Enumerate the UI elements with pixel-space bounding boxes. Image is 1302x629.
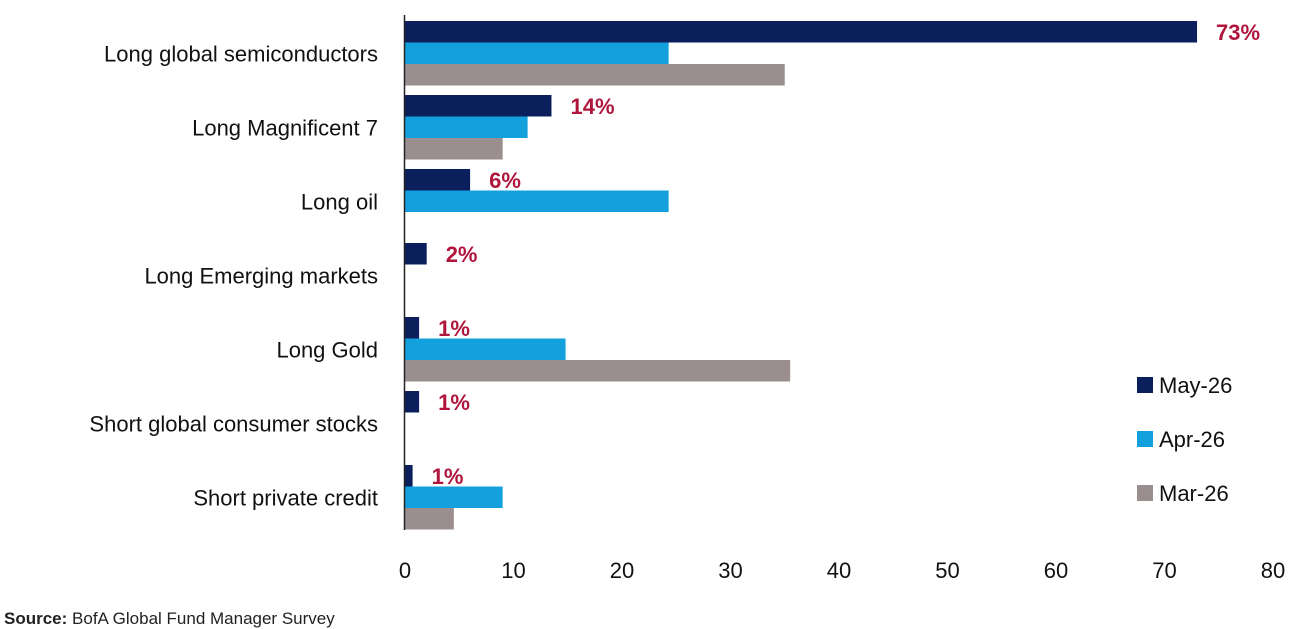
legend-label-mar-26: Mar-26 bbox=[1159, 481, 1229, 506]
bar-may-26-4 bbox=[405, 243, 427, 265]
data-label-7: 1% bbox=[432, 464, 464, 489]
x-tick-0: 0 bbox=[399, 558, 411, 583]
bar-mar-26-7 bbox=[405, 508, 454, 530]
source-note: Source: BofA Global Fund Manager Survey bbox=[4, 609, 335, 629]
x-tick-20: 20 bbox=[610, 558, 634, 583]
bar-may-26-5 bbox=[405, 317, 420, 339]
x-tick-50: 50 bbox=[935, 558, 959, 583]
data-label-5: 1% bbox=[438, 316, 470, 341]
data-label-2: 14% bbox=[570, 94, 614, 119]
data-label-1: 73% bbox=[1216, 20, 1260, 45]
category-label-4: Long Emerging markets bbox=[144, 263, 378, 288]
bar-may-26-7 bbox=[405, 465, 413, 487]
bar-mar-26-2 bbox=[405, 138, 503, 160]
legend-swatch-apr-26 bbox=[1137, 431, 1153, 447]
x-tick-80: 80 bbox=[1261, 558, 1285, 583]
legend: May-26 Apr-26 Mar-26 bbox=[1137, 373, 1232, 506]
category-label-6: Short global consumer stocks bbox=[89, 411, 378, 436]
bars-layer bbox=[405, 21, 1198, 530]
bar-apr-26-5 bbox=[405, 338, 566, 360]
x-tick-40: 40 bbox=[827, 558, 851, 583]
category-labels: Long global semiconductors Long Magnifice… bbox=[89, 41, 378, 510]
category-label-2: Long Magnificent 7 bbox=[192, 115, 378, 140]
bar-mar-26-1 bbox=[405, 64, 785, 86]
legend-swatch-mar-26 bbox=[1137, 485, 1153, 501]
data-label-4: 2% bbox=[446, 242, 478, 267]
bar-may-26-1 bbox=[405, 21, 1198, 43]
bar-apr-26-1 bbox=[405, 42, 669, 64]
x-axis-ticks: 0 10 20 30 40 50 60 70 80 bbox=[399, 558, 1285, 583]
source-prefix: Source: bbox=[4, 609, 68, 628]
bar-may-26-6 bbox=[405, 391, 420, 413]
x-tick-30: 30 bbox=[718, 558, 742, 583]
legend-label-may-26: May-26 bbox=[1159, 373, 1232, 398]
data-labels: 73% 14% 6% 2% 1% 1% 1% bbox=[432, 20, 1261, 489]
legend-label-apr-26: Apr-26 bbox=[1159, 427, 1225, 452]
x-tick-10: 10 bbox=[501, 558, 525, 583]
data-label-3: 6% bbox=[489, 168, 521, 193]
category-label-1: Long global semiconductors bbox=[104, 41, 378, 66]
data-label-6: 1% bbox=[438, 390, 470, 415]
bar-apr-26-2 bbox=[405, 116, 528, 138]
legend-swatch-may-26 bbox=[1137, 377, 1153, 393]
bar-may-26-3 bbox=[405, 169, 471, 191]
category-label-3: Long oil bbox=[301, 189, 378, 214]
category-label-7: Short private credit bbox=[193, 485, 378, 510]
x-tick-70: 70 bbox=[1152, 558, 1176, 583]
bar-apr-26-7 bbox=[405, 486, 503, 508]
bar-mar-26-5 bbox=[405, 360, 791, 382]
bar-apr-26-3 bbox=[405, 190, 669, 212]
category-label-5: Long Gold bbox=[276, 337, 378, 362]
x-tick-60: 60 bbox=[1044, 558, 1068, 583]
source-text: BofA Global Fund Manager Survey bbox=[67, 609, 335, 628]
bar-may-26-2 bbox=[405, 95, 552, 117]
